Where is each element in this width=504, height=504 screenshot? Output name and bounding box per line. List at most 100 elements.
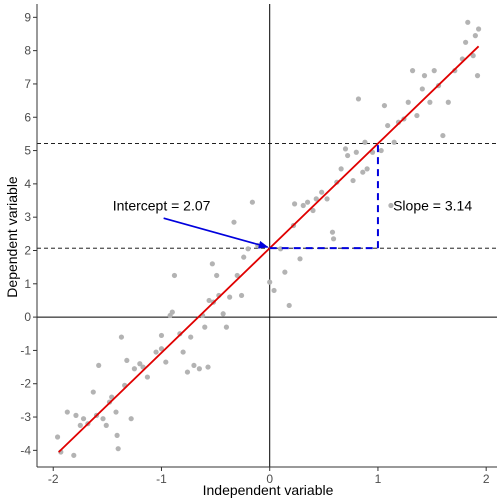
- data-point: [446, 100, 451, 105]
- data-point: [410, 68, 415, 73]
- data-point: [116, 446, 121, 451]
- data-point: [239, 293, 244, 298]
- data-point: [392, 140, 397, 145]
- data-point: [476, 26, 481, 31]
- slope-label: Slope = 3.14: [393, 198, 472, 214]
- data-point: [181, 349, 186, 354]
- data-point: [297, 256, 302, 261]
- y-tick-label: -4: [20, 443, 31, 457]
- y-tick-label: -1: [20, 343, 31, 357]
- reference-lines: [37, 4, 497, 467]
- data-point: [245, 246, 250, 251]
- data-point: [406, 100, 411, 105]
- data-point: [197, 366, 202, 371]
- data-point: [362, 140, 367, 145]
- y-tick-label: 8: [24, 44, 31, 58]
- data-point: [465, 20, 470, 25]
- data-point: [356, 96, 361, 101]
- data-point: [330, 230, 335, 235]
- data-point: [339, 166, 344, 171]
- data-point: [324, 196, 329, 201]
- y-tick-label: 3: [24, 210, 31, 224]
- data-point: [185, 369, 190, 374]
- x-tick-label: 1: [375, 472, 382, 486]
- data-point: [78, 423, 83, 428]
- data-point: [65, 409, 70, 414]
- data-point: [205, 364, 210, 369]
- data-point: [55, 434, 60, 439]
- data-point: [345, 153, 350, 158]
- data-point: [191, 363, 196, 368]
- y-tick-label: -3: [20, 410, 31, 424]
- y-tick-label: 7: [24, 77, 31, 91]
- data-point: [210, 261, 215, 266]
- intercept-label: Intercept = 2.07: [113, 198, 211, 214]
- y-axis-title: Dependent variable: [4, 176, 20, 298]
- data-point: [227, 295, 232, 300]
- data-point: [301, 203, 306, 208]
- data-point: [159, 333, 164, 338]
- y-axis-ticks: -4 -3 -2 -1 0 1 2 3 4 5 6 7 8 9: [20, 10, 37, 457]
- data-point: [292, 201, 297, 206]
- data-point: [91, 389, 96, 394]
- data-point: [119, 334, 124, 339]
- data-point: [473, 33, 478, 38]
- data-point: [241, 255, 246, 260]
- x-tick-label: -2: [48, 472, 59, 486]
- data-point: [422, 73, 427, 78]
- data-point: [267, 280, 272, 285]
- data-point: [172, 273, 177, 278]
- data-point: [427, 100, 432, 105]
- data-point: [475, 73, 480, 78]
- data-point: [188, 334, 193, 339]
- data-point: [463, 40, 468, 45]
- data-point: [113, 409, 118, 414]
- data-point: [129, 416, 134, 421]
- data-point: [163, 359, 168, 364]
- data-point: [365, 166, 370, 171]
- data-point: [414, 113, 419, 118]
- data-point: [271, 288, 276, 293]
- data-point: [382, 103, 387, 108]
- data-point: [287, 303, 292, 308]
- data-point: [379, 148, 384, 153]
- y-tick-label: 2: [24, 243, 31, 257]
- data-point: [420, 86, 425, 91]
- intercept-arrow: [164, 218, 268, 247]
- data-point: [360, 170, 365, 175]
- y-tick-label: 0: [24, 310, 31, 324]
- y-tick-label: 9: [24, 10, 31, 24]
- data-point: [145, 374, 150, 379]
- data-point: [250, 200, 255, 205]
- x-tick-label: -1: [156, 472, 167, 486]
- data-point: [305, 200, 310, 205]
- data-point: [231, 220, 236, 225]
- data-point: [440, 133, 445, 138]
- data-point: [432, 68, 437, 73]
- data-points: [55, 20, 481, 458]
- data-point: [350, 178, 355, 183]
- data-point: [331, 236, 336, 241]
- data-point: [385, 123, 390, 128]
- data-point: [202, 325, 207, 330]
- data-point: [73, 413, 78, 418]
- data-point: [100, 416, 105, 421]
- y-tick-label: 4: [24, 177, 31, 191]
- y-tick-label: 6: [24, 110, 31, 124]
- data-point: [132, 366, 137, 371]
- data-point: [170, 310, 175, 315]
- y-tick-label: -2: [20, 377, 31, 391]
- data-point: [81, 416, 86, 421]
- data-point: [153, 349, 158, 354]
- data-point: [354, 150, 359, 155]
- x-tick-label: 2: [483, 472, 490, 486]
- data-point: [221, 311, 226, 316]
- y-tick-label: 5: [24, 144, 31, 158]
- data-point: [71, 453, 76, 458]
- data-point: [96, 363, 101, 368]
- data-point: [319, 190, 324, 195]
- data-point: [214, 273, 219, 278]
- data-point: [124, 358, 129, 363]
- regression-line: [59, 46, 479, 452]
